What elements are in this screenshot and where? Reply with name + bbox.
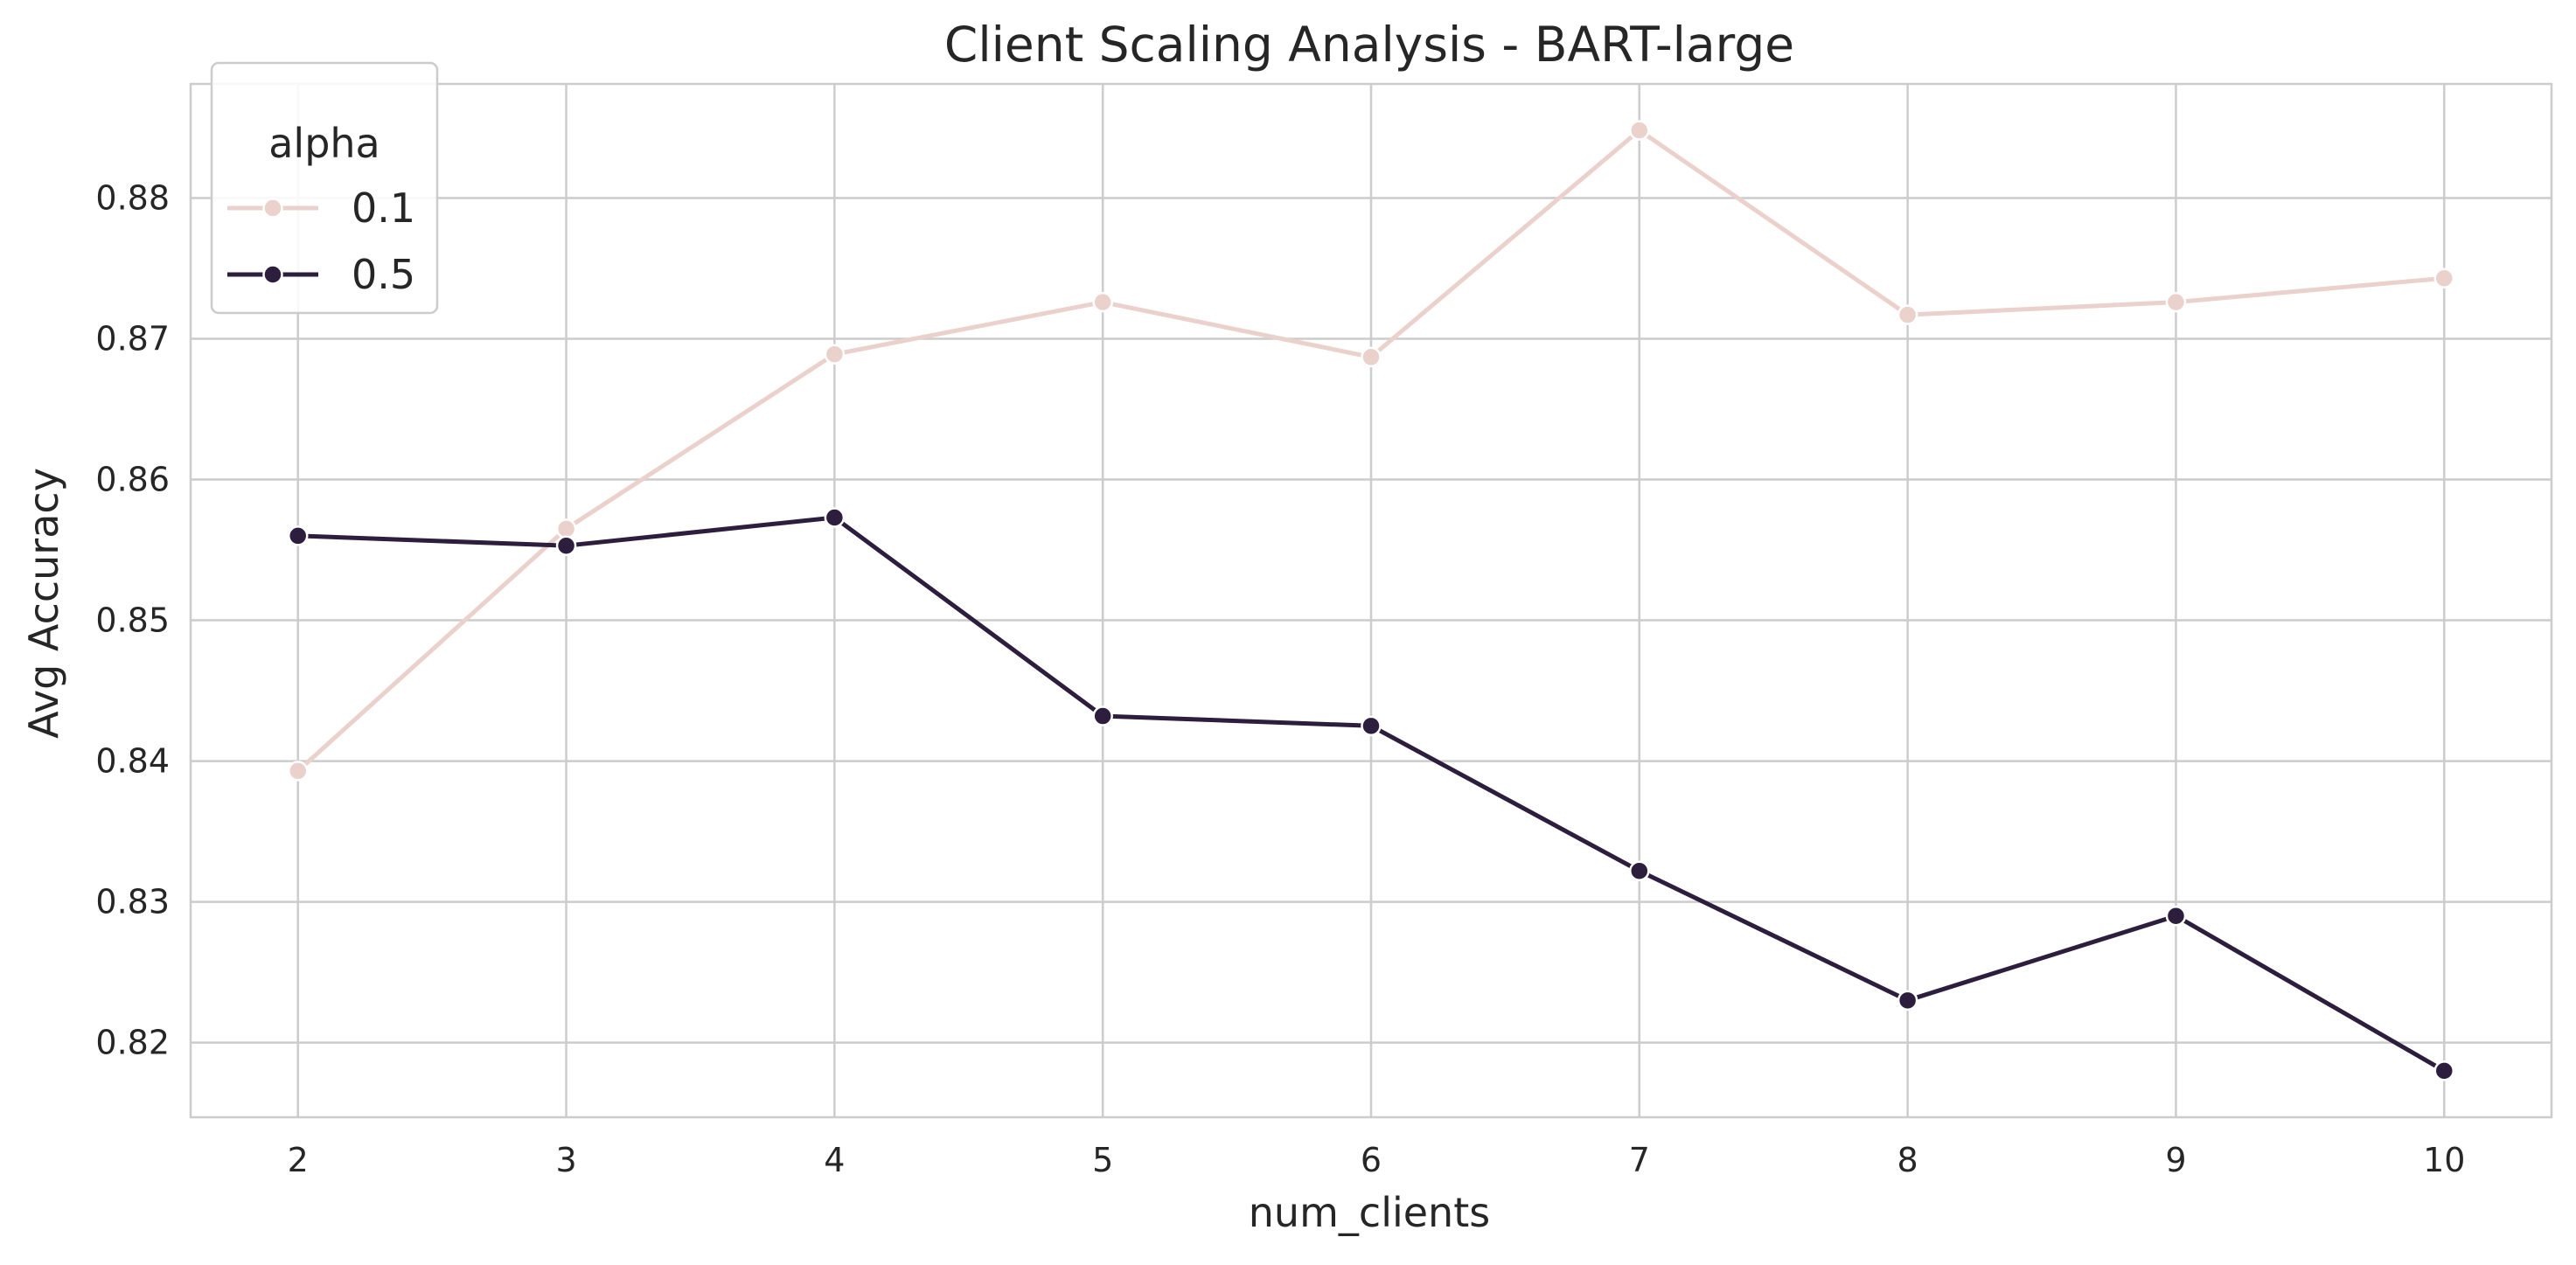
data-point [824,507,846,528]
series-layer [287,120,2455,1081]
x-tick-label: 6 [1361,1141,1382,1179]
data-point [1629,860,1650,881]
y-tick-label: 0.86 [95,461,170,499]
legend-marker [262,198,283,219]
data-point [2433,1060,2455,1081]
data-point [1361,346,1382,368]
x-tick-label: 5 [1092,1141,1113,1179]
x-tick-label: 10 [2423,1141,2465,1179]
y-tick-label: 0.82 [95,1024,170,1062]
data-point [555,535,577,556]
data-point [2165,905,2187,927]
data-point [1092,291,1113,313]
chart-title: Client Scaling Analysis - BART-large [944,17,1794,73]
y-axis-label: Avg Accuracy [20,468,67,739]
y-tick-label: 0.84 [95,742,170,781]
data-point [1361,715,1382,737]
data-point [1629,120,1650,141]
data-point [1897,990,1918,1011]
legend-entry: 0.5 [227,251,415,298]
tick-labels: 2 3 4 5 6 7 8 9 10 0.82 0.83 0.84 0.85 0.86 0.87 0.88 [95,178,2465,1179]
x-tick-label: 8 [1897,1141,1918,1179]
y-tick-label: 0.87 [95,319,170,358]
x-tick-label: 2 [288,1141,309,1179]
legend: alpha 0.10.5 [210,61,439,315]
x-tick-label: 4 [824,1141,845,1179]
legend-marker [262,264,283,285]
data-point [824,344,846,365]
x-tick-label: 9 [2165,1141,2186,1179]
legend-entries: 0.10.5 [227,184,415,298]
data-point [1092,705,1113,726]
x-tick-label: 7 [1629,1141,1650,1179]
data-point [287,525,309,546]
data-point [2433,268,2455,288]
y-tick-label: 0.83 [95,883,170,921]
y-tick-label: 0.88 [95,178,170,217]
x-tick-label: 3 [555,1141,576,1179]
legend-label: 0.5 [352,251,415,298]
x-axis-label: num_clients [1249,1189,1490,1236]
data-point [287,761,309,782]
series-0.1 [287,120,2455,782]
data-point [1897,304,1918,325]
legend-frame [210,61,439,315]
data-point [2165,291,2187,313]
series-0.5 [287,507,2455,1081]
legend-title: alpha [268,120,380,167]
grid [191,84,2552,1117]
legend-label: 0.1 [352,184,415,232]
plot-frame [189,82,2553,1119]
legend-entry: 0.1 [227,184,415,232]
data-point [555,518,577,539]
y-tick-label: 0.85 [95,601,170,640]
